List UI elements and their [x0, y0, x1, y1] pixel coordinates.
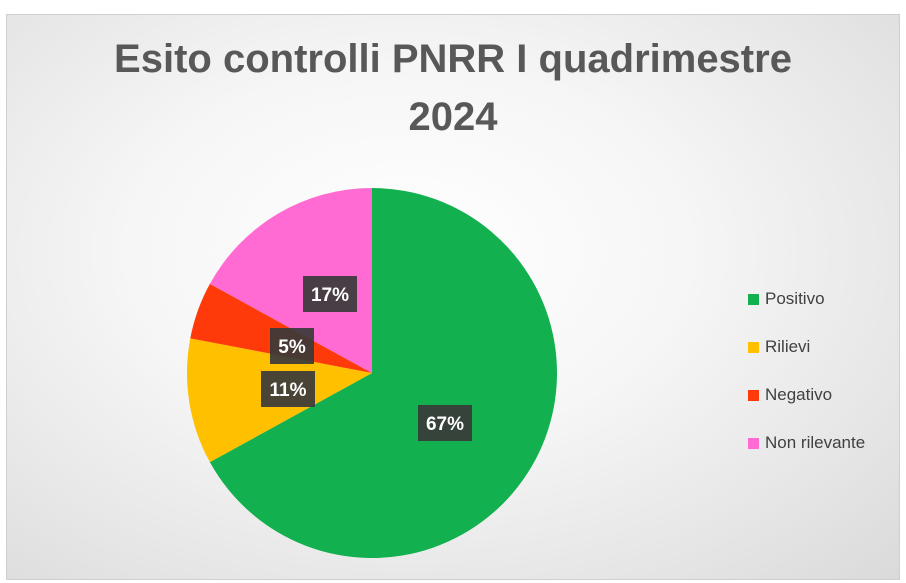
pie-slice-non-rilevante	[209, 188, 372, 373]
data-label-box-non-rilevante	[303, 276, 357, 312]
legend-item-non-rilevante: Non rilevante	[748, 431, 865, 455]
legend-label-positivo: Positivo	[765, 289, 825, 308]
data-label-negativo: 5%	[270, 328, 314, 364]
legend-label-non-rilevante: Non rilevante	[765, 433, 866, 452]
data-label-box-rilievi	[261, 371, 315, 407]
legend-label-negativo: Negativo	[765, 385, 833, 404]
chart-title: Esito controlli PNRR I quadrimestre 2024	[0, 30, 906, 146]
legend-item-positivo: Positivo	[748, 287, 865, 311]
chart-title-line-2: 2024	[408, 95, 498, 139]
legend-swatch-negativo	[748, 389, 759, 401]
legend-item-rilievi: Rilievi	[748, 335, 865, 359]
pie-slice-positivo	[209, 188, 558, 559]
data-label-non-rilevante: 17%	[303, 276, 357, 312]
data-label-text-non-rilevante: 17%	[311, 285, 349, 306]
data-label-text-negativo: 5%	[278, 337, 306, 358]
data-label-positivo: 67%	[418, 405, 472, 441]
chart-title-line-1: Esito controlli PNRR I quadrimestre	[114, 37, 792, 81]
data-label-box-positivo	[418, 405, 472, 441]
legend-swatch-rilievi	[748, 341, 759, 353]
data-label-box-negativo	[270, 328, 314, 364]
legend-item-negativo: Negativo	[748, 383, 865, 407]
data-label-text-rilievi: 11%	[270, 380, 307, 401]
legend-swatch-positivo	[748, 293, 759, 305]
legend: Positivo Rilievi Negativo Non rilevante	[748, 287, 865, 479]
legend-swatch-non-rilevante	[748, 437, 759, 449]
data-label-text-positivo: 67%	[426, 414, 464, 435]
data-label-rilievi: 11%	[261, 371, 315, 407]
legend-label-rilievi: Rilievi	[765, 337, 811, 356]
